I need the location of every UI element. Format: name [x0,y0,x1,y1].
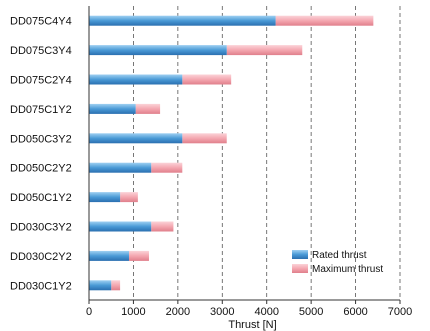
category-label: DD030C3Y2 [10,222,72,234]
category-label: DD075C2Y4 [10,75,72,87]
bar-rated-thrust [89,133,182,143]
bar-maximum-thrust [182,133,226,143]
bar-rated-thrust [89,104,136,114]
bar-maximum-thrust [276,16,374,26]
category-label: DD050C3Y2 [10,133,72,145]
bar-maximum-thrust [129,251,149,261]
x-tick-label: 6000 [343,306,367,318]
bar-maximum-thrust [227,45,303,55]
bar-rated-thrust [89,222,151,232]
bar-maximum-thrust [120,192,138,202]
category-label: DD075C4Y4 [10,16,72,28]
legend-swatch-maximum [292,264,308,273]
bar-rated-thrust [89,163,151,173]
legend-swatch-rated [292,250,308,259]
x-axis-title: Thrust [N] [228,319,276,331]
x-tick-label: 1000 [121,306,145,318]
category-label: DD050C2Y2 [10,163,72,175]
x-tick-label: 2000 [166,306,190,318]
bar-maximum-thrust [111,280,120,290]
category-label: DD030C2Y2 [10,251,72,263]
x-tick-label: 0 [86,306,92,318]
category-label: DD030C1Y2 [10,280,72,292]
category-label: DD075C3Y4 [10,45,72,57]
bar-rated-thrust [89,280,111,290]
bar-maximum-thrust [151,163,182,173]
bar-maximum-thrust [182,75,231,85]
x-tick-label: 4000 [254,306,278,318]
category-label: DD075C1Y2 [10,104,72,116]
bar-rated-thrust [89,16,276,26]
x-tick-label: 7000 [388,306,412,318]
bar-rated-thrust [89,75,182,85]
bar-maximum-thrust [136,104,160,114]
legend: Rated thrust Maximum thrust [292,250,383,275]
legend-label-rated: Rated thrust [312,250,367,261]
bar-maximum-thrust [151,222,173,232]
bar-rated-thrust [89,45,227,55]
legend-label-maximum: Maximum thrust [312,264,383,275]
bar-rated-thrust [89,192,120,202]
x-tick-label: 5000 [299,306,323,318]
labels-layer: 0 1000 2000 3000 4000 5000 6000 7000 Thrust [N] D… [10,16,412,331]
x-tick-label: 3000 [210,306,234,318]
bar-rated-thrust [89,251,129,261]
category-label: DD050C1Y2 [10,192,72,204]
